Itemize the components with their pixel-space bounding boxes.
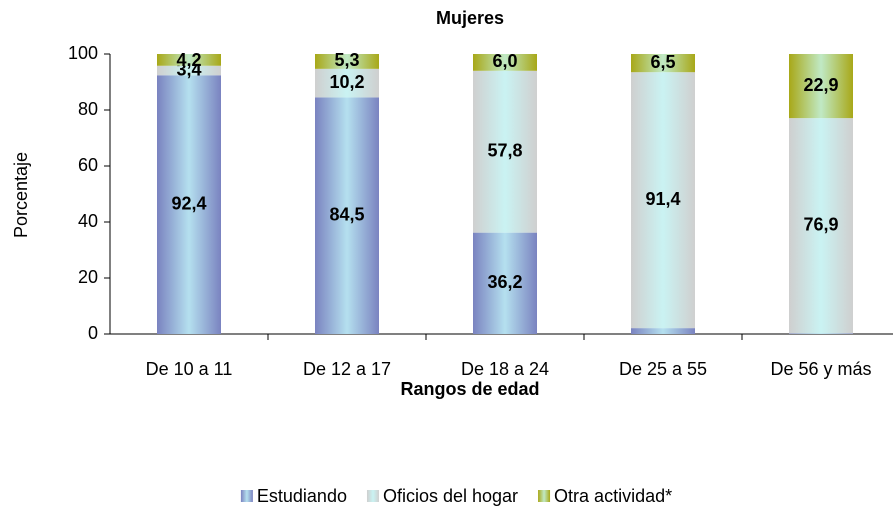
y-tick-label: 100 [68,43,98,63]
bar-segment [315,54,379,69]
data-label: 84,5 [329,204,364,224]
chart-title: Mujeres [436,8,504,28]
data-label: 91,4 [645,189,680,209]
legend-label: Estudiando [257,486,347,506]
y-tick-label: 40 [78,211,98,231]
data-label: 36,2 [487,272,522,292]
bar-segment [473,232,537,334]
data-label: 10,2 [329,72,364,92]
data-label: 76,9 [803,215,838,235]
legend: Estudiando Oficios del hogar Otra activida… [240,486,672,506]
bar-segment [631,72,695,329]
y-tick-label: 80 [78,99,98,119]
data-label: 5,3 [334,50,359,70]
x-axis-title: Rangos de edad [400,379,539,399]
x-tick-label: De 12 a 17 [303,359,391,379]
bar-segment [157,54,221,66]
bar-segment [473,54,537,71]
x-tick-label: De 18 a 24 [461,359,549,379]
data-label: 22,9 [803,75,838,95]
y-tick-label: 60 [78,155,98,175]
bar-segment [473,70,537,233]
bar-segment [157,65,221,76]
data-label: 6,0 [492,51,517,71]
data-label: 92,4 [171,193,206,213]
x-tick-label: De 25 a 55 [619,359,707,379]
legend-swatch [366,490,379,502]
data-label: 57,8 [487,140,522,160]
legend-swatch [538,490,551,502]
y-tick-label: 0 [88,323,98,343]
bar-segment [157,75,221,334]
y-tick-label: 20 [78,267,98,287]
x-tick-label: De 56 y más [770,359,871,379]
data-label: 4,2 [176,50,201,70]
legend-swatch [240,490,253,502]
legend-label: Oficios del hogar [383,486,518,506]
y-axis-title: Porcentaje [11,152,31,238]
x-tick-label: De 10 a 11 [146,359,233,379]
bar-segment [631,54,695,73]
data-label: 6,5 [650,52,675,72]
bar-segment [789,118,853,334]
bar-segment [789,54,853,119]
legend-label: Otra actividad* [554,486,672,506]
bar-segment [789,333,853,334]
bar-segment [315,68,379,98]
bar-segment [631,328,695,334]
bar-segment [315,97,379,335]
